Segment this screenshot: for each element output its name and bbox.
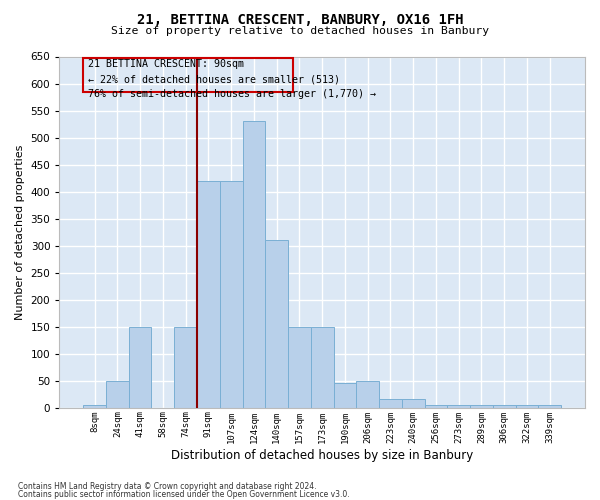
Y-axis label: Number of detached properties: Number of detached properties	[15, 144, 25, 320]
Bar	[425, 405, 448, 407]
Text: 21 BETTINA CRESCENT: 90sqm
← 22% of detached houses are smaller (513)
76% of sem: 21 BETTINA CRESCENT: 90sqm ← 22% of deta…	[88, 59, 376, 99]
Text: Contains public sector information licensed under the Open Government Licence v3: Contains public sector information licen…	[18, 490, 350, 499]
Bar	[493, 405, 515, 407]
Bar	[334, 383, 356, 407]
Bar	[448, 405, 470, 407]
Bar	[288, 326, 311, 407]
Bar	[220, 180, 242, 408]
Bar	[174, 326, 197, 407]
Bar	[106, 380, 129, 407]
Bar	[311, 326, 334, 407]
Bar	[470, 405, 493, 407]
Bar	[402, 400, 425, 407]
Bar	[538, 405, 561, 407]
Text: 21, BETTINA CRESCENT, BANBURY, OX16 1FH: 21, BETTINA CRESCENT, BANBURY, OX16 1FH	[137, 12, 463, 26]
Text: Contains HM Land Registry data © Crown copyright and database right 2024.: Contains HM Land Registry data © Crown c…	[18, 482, 317, 491]
Text: Size of property relative to detached houses in Banbury: Size of property relative to detached ho…	[111, 26, 489, 36]
Bar	[197, 180, 220, 408]
Bar	[379, 400, 402, 407]
Bar	[515, 405, 538, 407]
Bar	[265, 240, 288, 408]
Bar	[356, 380, 379, 407]
Bar	[129, 326, 151, 407]
Bar	[83, 405, 106, 407]
Bar	[242, 122, 265, 408]
X-axis label: Distribution of detached houses by size in Banbury: Distribution of detached houses by size …	[171, 450, 473, 462]
